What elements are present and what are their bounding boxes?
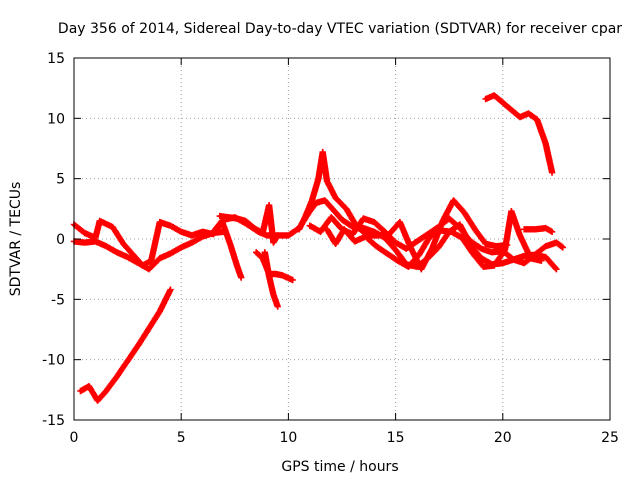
series-track-g bbox=[261, 249, 281, 310]
series-markers bbox=[77, 286, 174, 404]
axis-ticks: 0 5 10 15 20 25 -15 -10 -5 0 5 10 15 bbox=[42, 51, 619, 446]
series-markers bbox=[521, 224, 556, 235]
series-track-f bbox=[253, 249, 296, 284]
x-tick-label: 25 bbox=[601, 430, 619, 446]
x-tick-label: 5 bbox=[177, 430, 186, 446]
x-tick-label: 0 bbox=[70, 430, 79, 446]
series-track-j bbox=[323, 208, 545, 270]
x-tick-label: 20 bbox=[494, 430, 512, 446]
series-markers bbox=[253, 249, 296, 284]
series-track-h bbox=[295, 148, 511, 273]
series-markers bbox=[482, 92, 556, 176]
series-track-d bbox=[210, 217, 245, 281]
y-tick-label: 5 bbox=[56, 172, 65, 188]
series-markers bbox=[261, 249, 281, 310]
y-tick-label: -15 bbox=[42, 413, 65, 429]
x-tick-label: 15 bbox=[387, 430, 405, 446]
x-tick-label: 10 bbox=[279, 430, 297, 446]
x-axis-label: GPS time / hours bbox=[281, 459, 398, 475]
series-markers bbox=[210, 217, 245, 281]
y-tick-label: 0 bbox=[56, 232, 65, 248]
series-track-c bbox=[77, 286, 174, 404]
y-tick-label: -10 bbox=[42, 353, 65, 369]
series-track-k bbox=[482, 92, 556, 176]
y-tick-label: -5 bbox=[51, 292, 65, 308]
chart-title: Day 356 of 2014, Sidereal Day-to-day VTE… bbox=[58, 21, 622, 37]
y-axis-label: SDTVAR / TECUs bbox=[8, 182, 24, 297]
series-track-l bbox=[521, 224, 556, 235]
y-tick-label: 10 bbox=[47, 111, 65, 127]
series-markers bbox=[323, 208, 545, 270]
series-layer bbox=[70, 92, 566, 404]
series-markers bbox=[295, 148, 511, 273]
y-tick-label: 15 bbox=[47, 51, 65, 67]
